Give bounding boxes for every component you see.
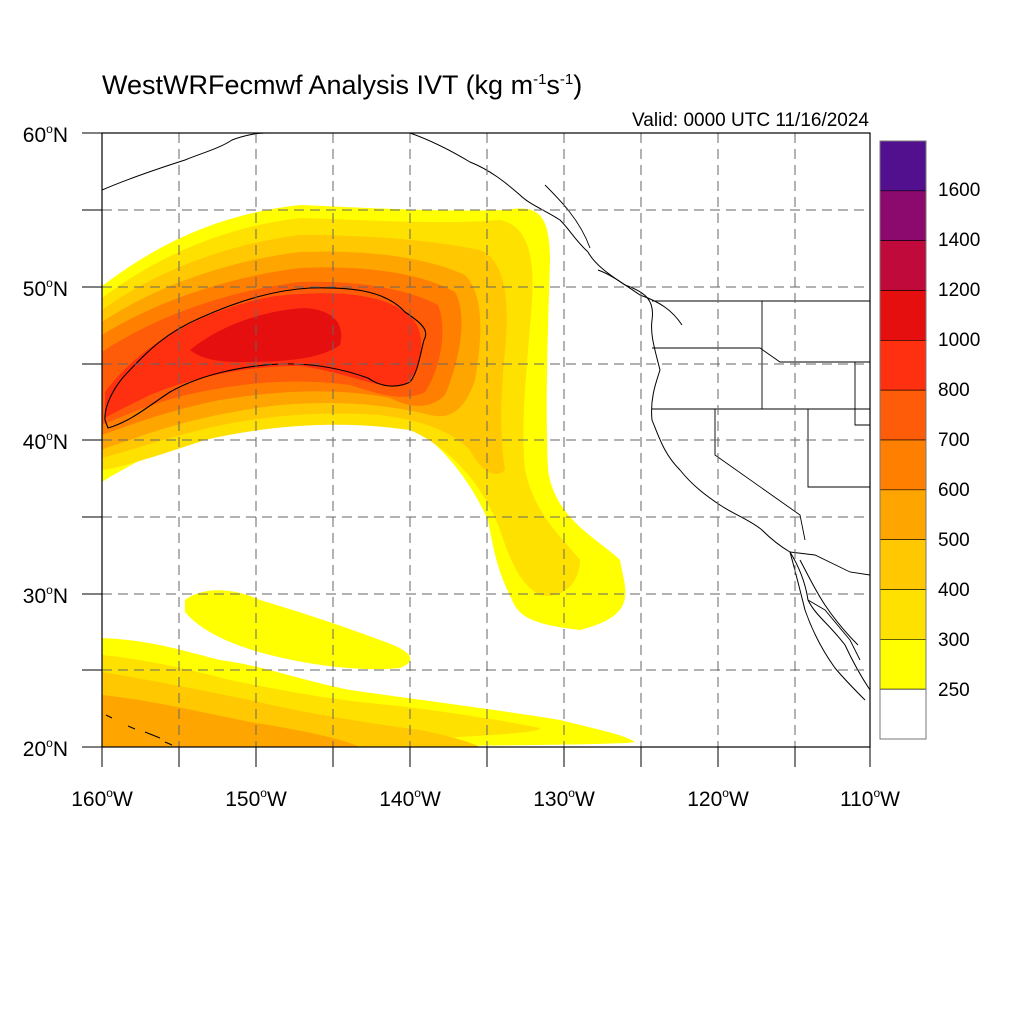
colorbar-swatch xyxy=(879,389,927,441)
ivt-contour-1000 xyxy=(104,287,427,429)
us-mexico-border xyxy=(789,551,870,576)
lon-label-140w: 140oW xyxy=(379,786,441,811)
montana-border xyxy=(854,362,870,426)
ivt-plume-1000 xyxy=(190,308,342,362)
colorbar-label-1000: 1000 xyxy=(938,330,981,351)
lon-label-120w: 120oW xyxy=(687,786,749,811)
colorbar-label-500: 500 xyxy=(938,530,970,551)
lon-label-110w: 110oW xyxy=(840,786,900,811)
lat-label-50n: 50oN xyxy=(22,276,68,301)
valid-time: Valid: 0000 UTC 11/16/2024 xyxy=(632,110,869,131)
hawaii-islands xyxy=(105,714,173,746)
colorbar-label-250: 250 xyxy=(938,680,970,701)
colorbar-label-600: 600 xyxy=(938,480,970,501)
lon-label-160w: 160oW xyxy=(71,786,133,811)
axis-ticks xyxy=(82,132,871,767)
colorbar-label-400: 400 xyxy=(938,580,970,601)
political-borders xyxy=(544,184,870,661)
lat-label-40n: 40oN xyxy=(22,429,68,454)
colorbar-frame xyxy=(879,140,927,740)
alaska-panhandle-coast xyxy=(409,133,589,253)
mexico-state-line xyxy=(807,599,861,661)
colorbar-label-800: 800 xyxy=(938,380,970,401)
north-america-west-coast xyxy=(587,251,870,691)
baja-california xyxy=(789,551,866,701)
colorbar-label-1200: 1200 xyxy=(938,280,981,301)
gulf-of-california xyxy=(799,559,859,646)
colorbar-label-700: 700 xyxy=(938,430,970,451)
colorbar-swatch xyxy=(879,589,927,640)
lon-label-130w: 130oW xyxy=(533,786,595,811)
colorbar-label-300: 300 xyxy=(938,630,970,651)
lat-label-20n: 20oN xyxy=(22,736,68,761)
ivt-subtropics-500 xyxy=(102,695,360,747)
colorbar-swatch xyxy=(879,290,927,341)
vancouver-island xyxy=(597,269,683,326)
colorbar-swatch xyxy=(879,190,927,241)
nevada-east-border xyxy=(807,409,870,488)
washington-oregon-border xyxy=(652,347,870,363)
california-nevada-border xyxy=(714,409,806,541)
colorbar-swatch xyxy=(879,240,927,291)
colorbar-swatch xyxy=(879,639,927,690)
colorbar-swatch xyxy=(879,340,927,391)
colorbar-label-1400: 1400 xyxy=(938,230,981,251)
colorbar-swatch xyxy=(879,539,927,590)
colorbar-swatch xyxy=(879,688,927,740)
lon-label-150w: 150oW xyxy=(225,786,287,811)
colorbar-label-1600: 1600 xyxy=(938,180,981,201)
ivt-patch-north xyxy=(185,590,411,670)
ivt-shading xyxy=(102,205,635,747)
graticule xyxy=(102,133,870,747)
map-title: WestWRFecmwf Analysis IVT (kg m-1s-1) xyxy=(102,70,583,100)
colorbar-swatch xyxy=(879,140,927,192)
colorbar xyxy=(879,140,927,740)
lat-label-60n: 60oN xyxy=(22,122,68,147)
colorbar-swatch xyxy=(879,489,927,540)
lat-label-30n: 30oN xyxy=(22,583,68,608)
alaska-canada-border xyxy=(544,184,591,249)
coastlines xyxy=(102,133,870,746)
alaska-coast xyxy=(102,133,266,191)
colorbar-swatch xyxy=(879,439,927,491)
